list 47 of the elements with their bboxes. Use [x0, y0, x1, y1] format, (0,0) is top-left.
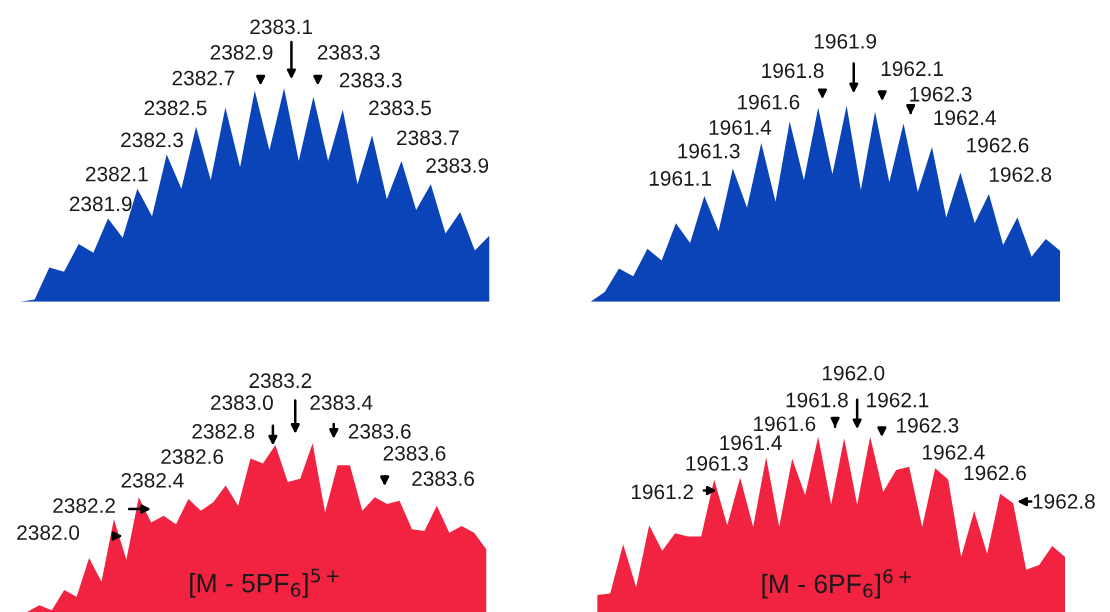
annotation: [M - 5PF$_{6}$]$^{5+}$: [190, 568, 339, 598]
text: 2383.0: [211, 395, 273, 411]
text: 2383.4: [310, 395, 373, 411]
text: 1962.1: [881, 61, 943, 77]
annotation: 2383.6: [383, 445, 446, 461]
text: 2382.7: [172, 70, 235, 86]
text: 2383.3: [317, 45, 380, 60]
annotation: 2383.9: [426, 158, 489, 173]
annotation: 2382.4: [121, 472, 184, 488]
annotation: 1961.3: [678, 143, 740, 159]
annotation: 1961.4: [709, 120, 772, 135]
annotation: 1962.4: [923, 444, 985, 460]
text: 1961.8: [786, 392, 848, 408]
annotation: 2382.6: [161, 449, 224, 465]
annotation: 1961.1: [649, 171, 711, 186]
text: 1961.6: [754, 416, 816, 432]
text: 1962.0: [823, 365, 885, 381]
text: 2383.3: [339, 72, 402, 88]
text: 2383.1: [250, 19, 312, 35]
text: 1961.8: [762, 63, 824, 79]
annotation: 2382.3: [121, 132, 183, 148]
text: 1962.1: [867, 392, 929, 408]
annotation: 2383.7: [397, 130, 459, 146]
annotation: 1962.6: [964, 465, 1026, 481]
text: 1962.3: [910, 86, 972, 102]
annotation: 2381.9: [69, 196, 132, 212]
text: 2383.2: [249, 373, 312, 389]
text: 2383.6: [348, 423, 411, 439]
annotation: 2382.1: [86, 166, 148, 182]
annotation: 1961.2: [631, 484, 693, 500]
annotation: 2382.0: [17, 525, 80, 540]
annotation: 1961.4: [720, 435, 782, 451]
text: 2382.9: [210, 45, 273, 60]
annotation: 1962.6: [967, 137, 1029, 153]
annotation: 2382.5: [144, 100, 207, 116]
annotation: 1961.6: [738, 94, 800, 110]
annotation: 1962.8: [1033, 494, 1095, 509]
annotation: [M - 6PF$_{6}$]$^{6+}$: [762, 569, 911, 599]
annotation: 2382.2: [53, 498, 115, 513]
annotation: 1962.8: [989, 167, 1052, 182]
annotation: 2383.5: [369, 100, 431, 116]
annotation: 2383.6: [412, 471, 474, 486]
text: 1961.9: [814, 33, 877, 49]
annotation: 1961.3: [686, 455, 748, 471]
text: 2382.8: [192, 423, 255, 439]
text: 1962.3: [897, 417, 959, 433]
annotation: 1962.4: [934, 110, 996, 126]
